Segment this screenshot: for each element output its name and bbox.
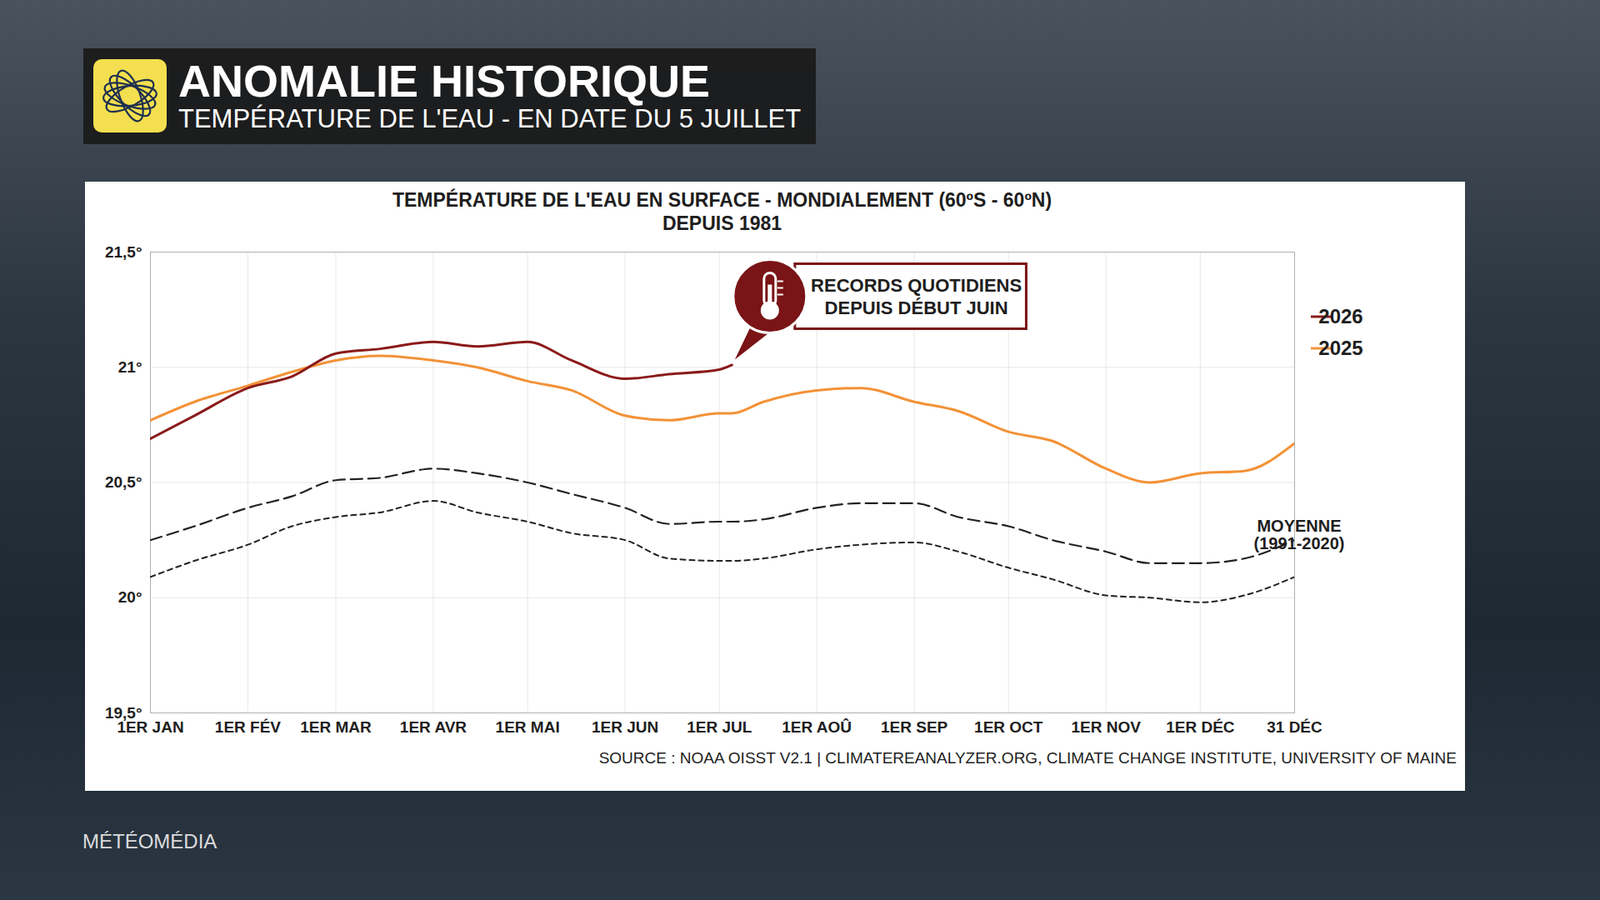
svg-text:21°: 21° (118, 358, 143, 376)
svg-text:1ER JAN: 1ER JAN (116, 718, 184, 736)
svg-text:20°: 20° (118, 588, 143, 606)
svg-text:1ER JUN: 1ER JUN (591, 718, 659, 736)
html-text:MÉTÉOMÉDIA: MÉTÉOMÉDIA (82, 830, 217, 853)
svg-text:1ER FÉV: 1ER FÉV (215, 718, 282, 736)
svg-text:RECORDS QUOTIDIENS: RECORDS QUOTIDIENS (810, 275, 1022, 296)
svg-text:31 DÉC: 31 DÉC (1266, 718, 1323, 736)
svg-text:1ER MAI: 1ER MAI (495, 718, 560, 736)
svg-text:20,5°: 20,5° (105, 473, 143, 491)
svg-text:1ER OCT: 1ER OCT (974, 718, 1044, 736)
html-text:TEMPÉRATURE DE L'EAU EN SURFAC: TEMPÉRATURE DE L'EAU EN SURFACE - MONDIA… (392, 189, 1052, 211)
html-text:ANOMALIE HISTORIQUE: ANOMALIE HISTORIQUE (178, 55, 710, 106)
svg-text:1ER NOV: 1ER NOV (1070, 718, 1141, 736)
svg-text:1ER AVR: 1ER AVR (400, 718, 468, 736)
svg-text:2026: 2026 (1318, 305, 1363, 328)
svg-text:1ER SEP: 1ER SEP (880, 718, 949, 736)
svg-text:1ER DÉC: 1ER DÉC (1165, 718, 1235, 736)
svg-text:21,5°: 21,5° (105, 243, 143, 261)
html-text:SOURCE : NOAA OISST V2.1 | CLI: SOURCE : NOAA OISST V2.1 | CLIMATEREANAL… (598, 749, 1457, 767)
svg-text:MOYENNE(1991-2020): MOYENNE(1991-2020) (1254, 516, 1345, 553)
svg-text:19,5°: 19,5° (104, 703, 143, 722)
svg-text:1ER AOÛ: 1ER AOÛ (781, 718, 852, 736)
html-text:TEMPÉRATURE DE L'EAU - EN DATE: TEMPÉRATURE DE L'EAU - EN DATE DU 5 JUIL… (178, 104, 801, 134)
svg-text:1ER JUL: 1ER JUL (686, 718, 753, 736)
svg-text:DEPUIS DÉBUT JUIN: DEPUIS DÉBUT JUIN (825, 297, 1009, 319)
html-text:DEPUIS 1981: DEPUIS 1981 (662, 212, 782, 235)
svg-text:2025: 2025 (1318, 336, 1363, 360)
svg-text:1ER MAR: 1ER MAR (300, 718, 372, 736)
